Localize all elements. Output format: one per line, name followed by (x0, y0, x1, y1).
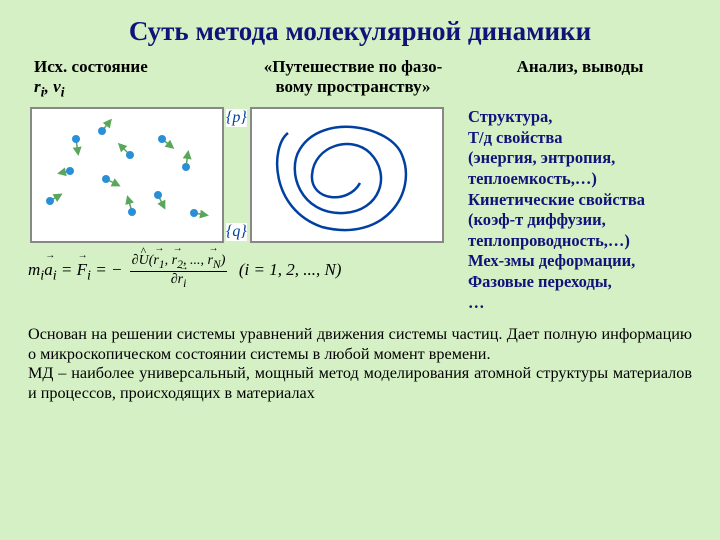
phase-label-q: {q} (226, 223, 247, 241)
analysis-line: Т/д свойства (468, 128, 692, 149)
column-initial-state: Исх. состояние ri, vi miai = Fi = − ∂U(r… (28, 57, 238, 290)
column-phase-space: «Путешествие по фазо- вому пространству»… (248, 57, 458, 249)
analysis-line: … (468, 293, 692, 314)
analysis-line: теплопроводность,…) (468, 231, 692, 252)
bottom-paragraph: Основан на решении системы уравнений дви… (28, 325, 692, 364)
left-header-line1: Исх. состояние (34, 57, 148, 76)
slide-title: Суть метода молекулярной динамики (28, 16, 692, 47)
analysis-line: Кинетические свойства (468, 190, 692, 211)
analysis-line: теплоемкость,…) (468, 169, 692, 190)
bottom-text: Основан на решении системы уравнений дви… (28, 325, 692, 403)
mid-header-line2: вому пространству» (275, 77, 430, 96)
analysis-line: Мех-змы деформации, (468, 251, 692, 272)
right-header: Анализ, выводы (468, 57, 692, 101)
phase-svg (252, 109, 442, 241)
phase-panel: {p} {q} (250, 107, 444, 243)
analysis-list: Структура,Т/д свойства(энергия, энтропия… (468, 107, 692, 313)
left-header-line2: ri, vi (34, 77, 65, 96)
analysis-line: Фазовые переходы, (468, 272, 692, 293)
bottom-paragraph: МД – наиболее универсальный, мощный мето… (28, 364, 692, 403)
analysis-line: Структура, (468, 107, 692, 128)
particles-svg (32, 109, 222, 241)
particles-panel (30, 107, 224, 243)
newton-equation: miai = Fi = − ∂U(r1, r2, ..., rN)∂ri (i … (28, 253, 238, 290)
column-analysis: Анализ, выводы Структура,Т/д свойства(эн… (468, 57, 692, 313)
mid-header: «Путешествие по фазо- вому пространству» (248, 57, 458, 101)
mid-header-line1: «Путешествие по фазо- (264, 57, 443, 76)
phase-label-p: {p} (226, 109, 247, 127)
right-header-line1: Анализ, выводы (517, 57, 644, 76)
analysis-line: (энергия, энтропия, (468, 148, 692, 169)
analysis-line: (коэф-т диффузии, (468, 210, 692, 231)
left-header: Исх. состояние ri, vi (28, 57, 238, 101)
slide: Суть метода молекулярной динамики Исх. с… (0, 0, 720, 413)
three-columns: Исх. состояние ri, vi miai = Fi = − ∂U(r… (28, 57, 692, 313)
